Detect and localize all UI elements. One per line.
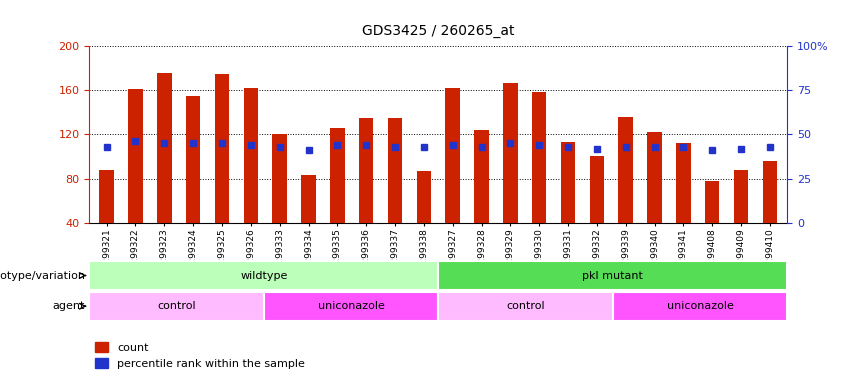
Legend: count, percentile rank within the sample: count, percentile rank within the sample xyxy=(95,343,305,369)
Bar xyxy=(214,74,229,223)
Bar xyxy=(129,89,143,223)
Bar xyxy=(705,181,719,223)
Text: GDS3425 / 260265_at: GDS3425 / 260265_at xyxy=(362,25,515,38)
Bar xyxy=(648,132,662,223)
Text: genotype/variation: genotype/variation xyxy=(0,270,85,281)
Text: control: control xyxy=(157,301,196,311)
Bar xyxy=(438,292,613,321)
Bar xyxy=(417,171,431,223)
Text: agent: agent xyxy=(53,301,85,311)
Text: wildtype: wildtype xyxy=(240,270,288,281)
Text: control: control xyxy=(506,301,545,311)
Bar xyxy=(264,292,438,321)
Bar xyxy=(734,170,748,223)
Text: uniconazole: uniconazole xyxy=(317,301,385,311)
Bar xyxy=(186,96,200,223)
Bar xyxy=(438,261,787,290)
Bar xyxy=(677,143,690,223)
Bar xyxy=(272,134,287,223)
Bar xyxy=(762,161,777,223)
Text: uniconazole: uniconazole xyxy=(666,301,734,311)
Bar xyxy=(388,118,403,223)
Bar xyxy=(474,130,488,223)
Bar xyxy=(532,93,546,223)
Bar xyxy=(301,175,316,223)
Bar xyxy=(613,292,787,321)
Bar xyxy=(89,261,438,290)
Bar xyxy=(503,83,517,223)
Bar xyxy=(445,88,460,223)
Bar xyxy=(243,88,258,223)
Bar xyxy=(359,118,374,223)
Bar xyxy=(89,292,264,321)
Bar xyxy=(330,128,345,223)
Bar xyxy=(157,73,172,223)
Bar xyxy=(590,157,604,223)
Bar xyxy=(561,142,575,223)
Bar xyxy=(619,117,633,223)
Bar xyxy=(100,170,114,223)
Text: pkl mutant: pkl mutant xyxy=(582,270,643,281)
